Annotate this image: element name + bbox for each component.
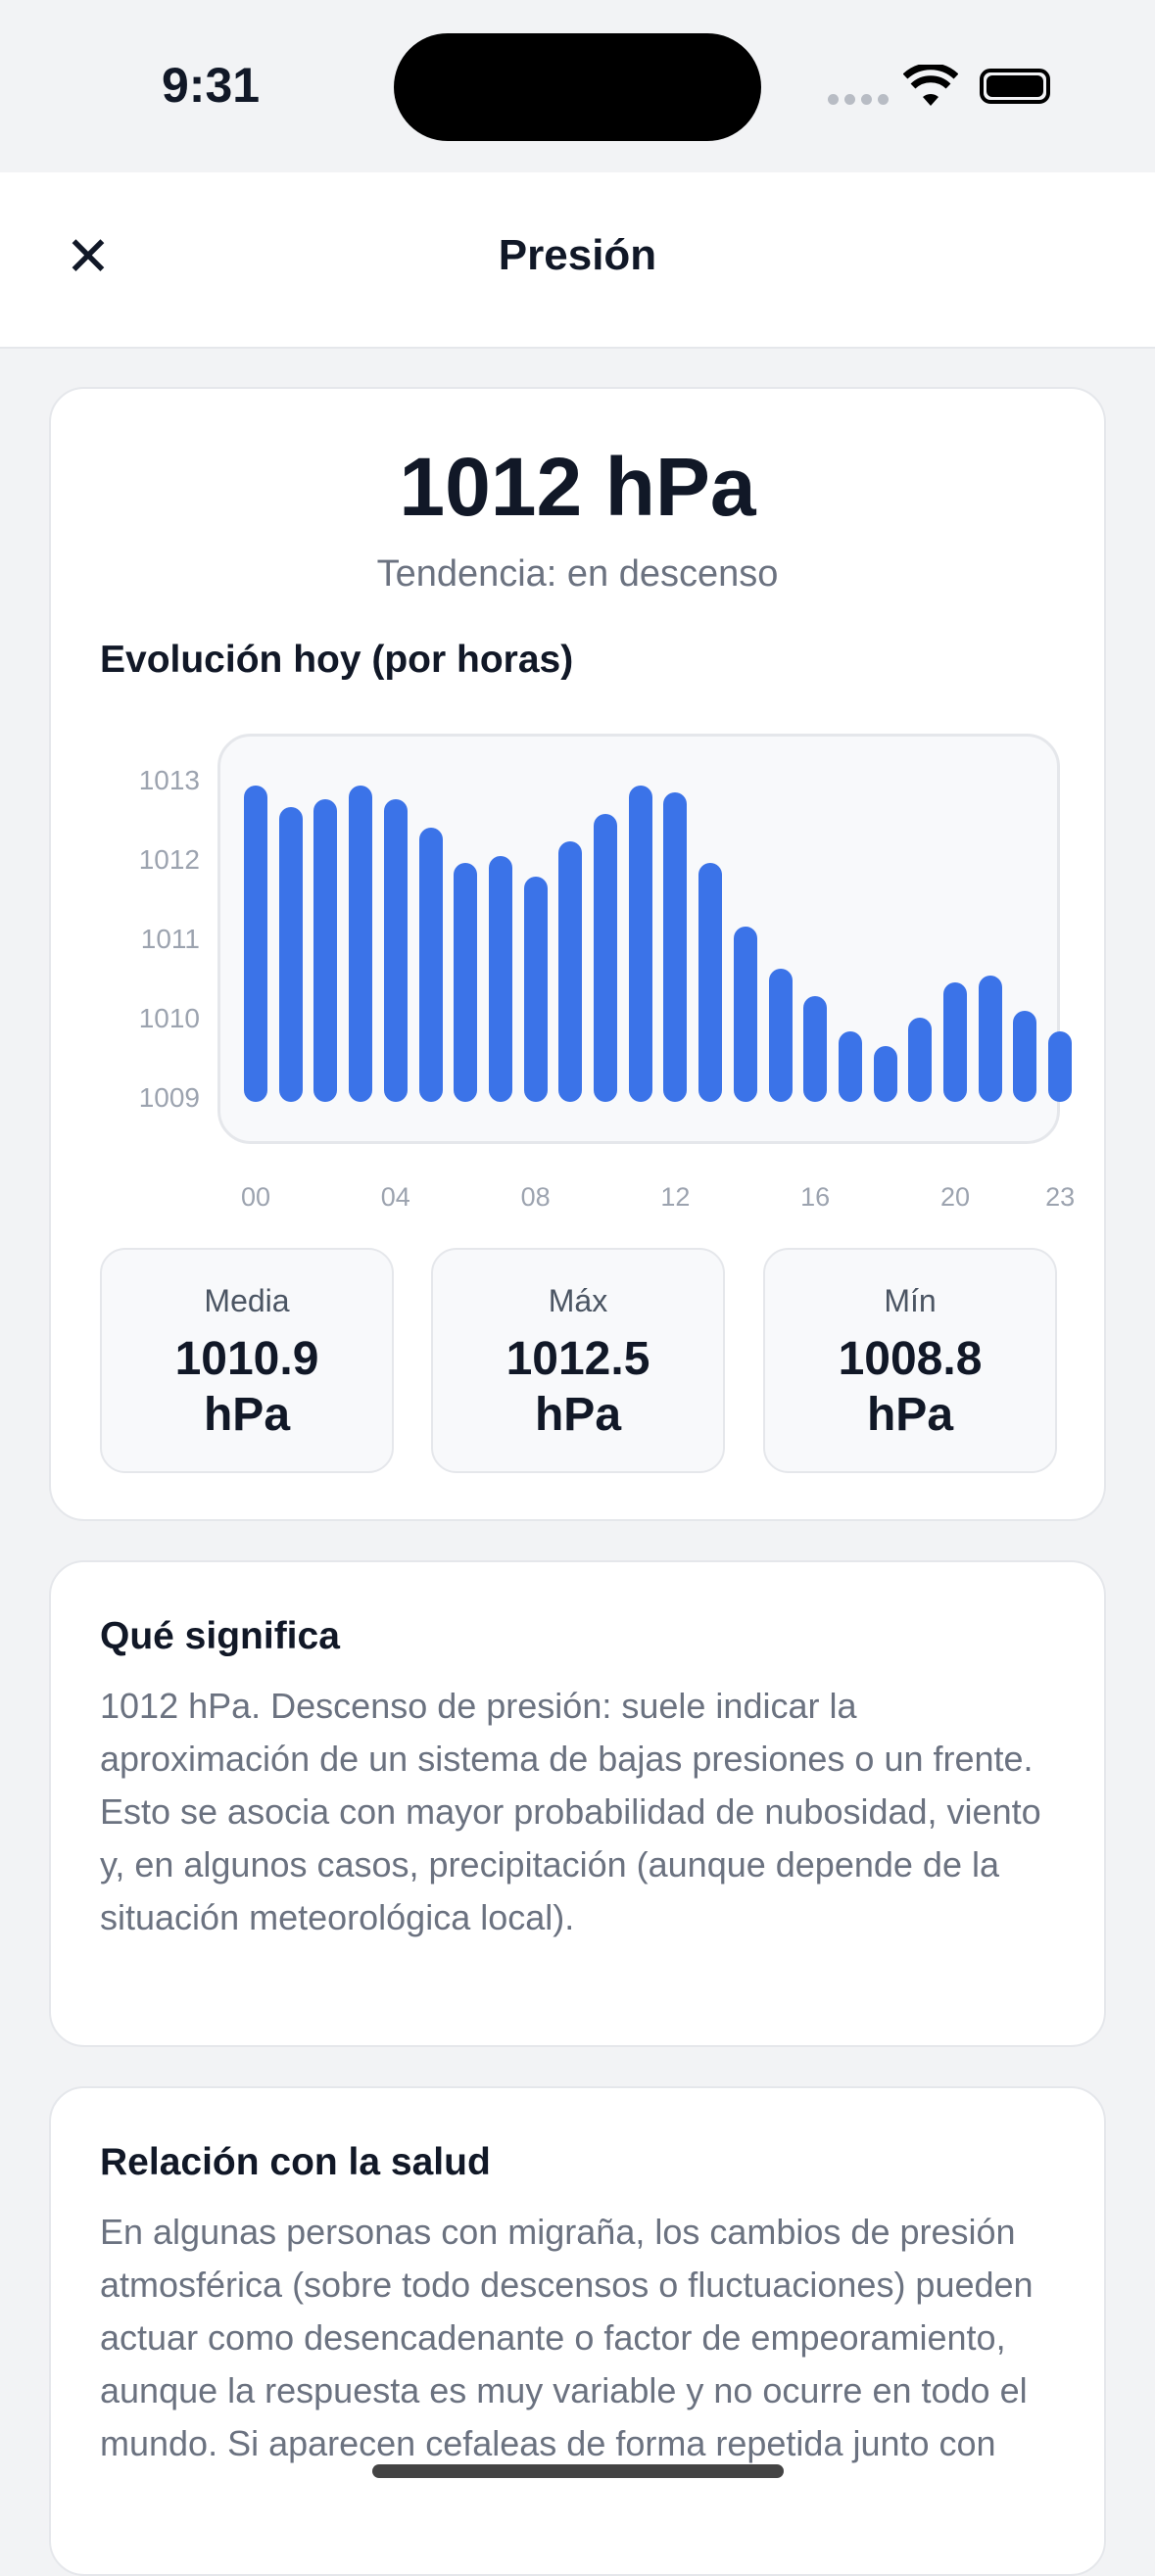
stat-max: Máx 1012.5 hPa bbox=[431, 1248, 725, 1473]
bar-hour-0 bbox=[244, 786, 267, 1102]
bar-hour-22 bbox=[1013, 1010, 1037, 1102]
bar-hour-4 bbox=[383, 799, 408, 1102]
y-tick: 1009 bbox=[138, 1082, 200, 1113]
y-tick: 1013 bbox=[138, 765, 200, 795]
dynamic-island bbox=[394, 33, 761, 141]
meaning-title: Qué significa bbox=[100, 1615, 340, 1657]
close-button[interactable]: ✕ bbox=[65, 225, 112, 287]
x-tick: 23 bbox=[1045, 1182, 1076, 1212]
bar-hour-17 bbox=[838, 1031, 862, 1102]
x-tick: 08 bbox=[520, 1182, 551, 1212]
bar-hour-6 bbox=[454, 862, 478, 1102]
x-tick: 04 bbox=[380, 1182, 410, 1212]
wifi-icon bbox=[903, 65, 958, 106]
stat-mean: Media 1010.9 hPa bbox=[100, 1248, 394, 1473]
bar-hour-21 bbox=[978, 975, 1002, 1102]
stat-label: Mín bbox=[884, 1283, 937, 1318]
bar-hour-3 bbox=[349, 786, 373, 1102]
current-pressure: 1012 hPa bbox=[399, 441, 756, 533]
summary-card: 1012 hPa Tendencia: en descenso Evolució… bbox=[49, 387, 1106, 1521]
bar-hour-10 bbox=[594, 813, 617, 1102]
y-tick: 1010 bbox=[138, 1003, 200, 1033]
bar-hour-1 bbox=[278, 806, 303, 1102]
stat-label: Media bbox=[204, 1283, 290, 1318]
health-title: Relación con la salud bbox=[100, 2141, 491, 2183]
y-tick: 1012 bbox=[138, 844, 200, 875]
bar-hour-9 bbox=[558, 841, 583, 1102]
page-title: Presión bbox=[498, 231, 657, 279]
status-time: 9:31 bbox=[162, 58, 261, 113]
trend-text: Tendencia: en descenso bbox=[376, 553, 779, 595]
bar-hour-23 bbox=[1048, 1031, 1073, 1102]
chart-title: Evolución hoy (por horas) bbox=[100, 639, 574, 681]
bar-hour-7 bbox=[488, 855, 512, 1102]
battery-icon bbox=[980, 69, 1050, 104]
y-tick: 1011 bbox=[140, 924, 200, 954]
bar-hour-18 bbox=[873, 1045, 897, 1102]
bar-chart bbox=[217, 734, 1073, 1144]
bar-hour-14 bbox=[733, 926, 757, 1102]
bar-hour-13 bbox=[698, 862, 723, 1102]
stat-value: 1008.8 hPa bbox=[838, 1333, 983, 1441]
x-tick: 12 bbox=[660, 1182, 691, 1212]
bar-hour-11 bbox=[628, 786, 652, 1102]
x-tick: 00 bbox=[240, 1182, 271, 1212]
bar-hour-8 bbox=[523, 877, 548, 1102]
health-text: En algunas personas con migraña, los cam… bbox=[100, 2212, 1034, 2463]
bar-hour-20 bbox=[943, 981, 967, 1102]
meaning-card: Qué significa 1012 hPa. Descenso de pres… bbox=[49, 1560, 1106, 2047]
cellular-icon bbox=[828, 94, 889, 105]
bar-hour-15 bbox=[768, 968, 793, 1102]
stat-value: 1012.5 hPa bbox=[505, 1333, 650, 1441]
bar-hour-2 bbox=[313, 799, 338, 1102]
x-tick: 16 bbox=[800, 1182, 831, 1212]
bar-hour-16 bbox=[803, 996, 828, 1102]
status-bar: 9:31 bbox=[0, 0, 1155, 172]
x-tick: 20 bbox=[939, 1182, 971, 1212]
health-card: Relación con la salud En algunas persona… bbox=[49, 2086, 1106, 2576]
stat-value: 1010.9 hPa bbox=[174, 1333, 319, 1441]
top-bar: ✕ Presión bbox=[0, 172, 1155, 349]
bar-hour-5 bbox=[418, 828, 443, 1102]
home-indicator[interactable] bbox=[372, 2464, 784, 2478]
bar-hour-12 bbox=[663, 792, 688, 1102]
stat-min: Mín 1008.8 hPa bbox=[763, 1248, 1057, 1473]
stat-label: Máx bbox=[548, 1283, 608, 1318]
meaning-text: 1012 hPa. Descenso de presión: suele ind… bbox=[100, 1686, 1041, 1937]
bar-hour-19 bbox=[908, 1017, 933, 1102]
